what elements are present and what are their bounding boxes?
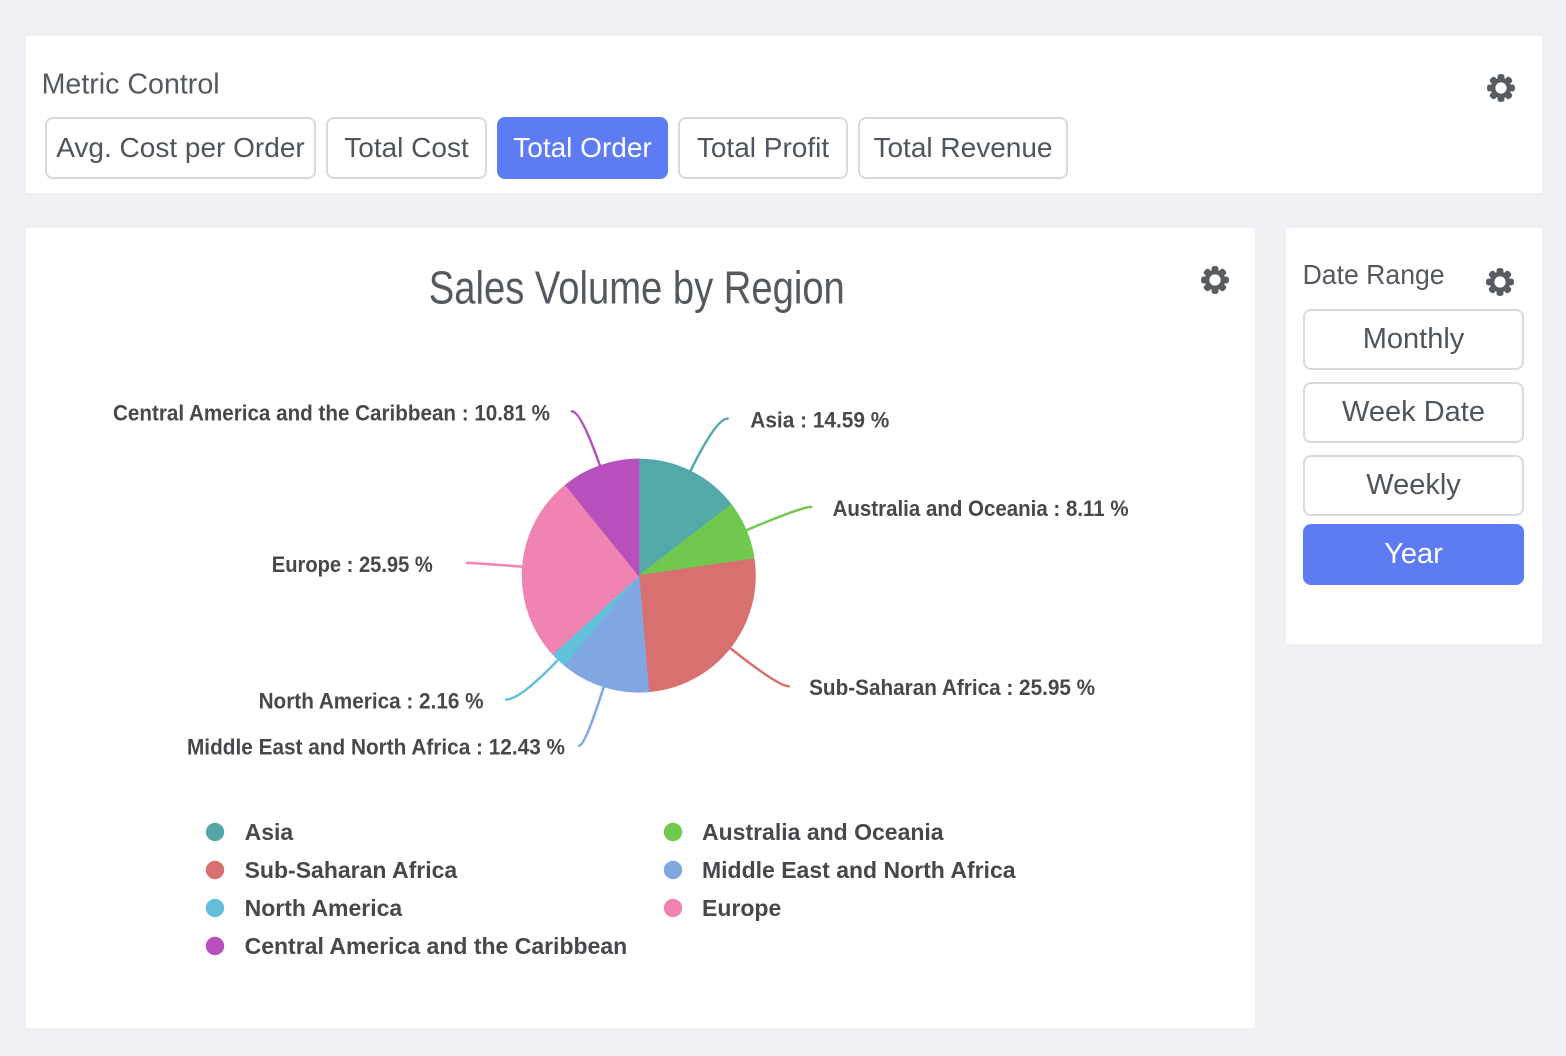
svg-text:Europe: Europe: [702, 895, 781, 921]
svg-text:Metric Control: Metric Control: [42, 69, 220, 101]
svg-text:Asia : 14.59 %: Asia : 14.59 %: [750, 408, 889, 433]
svg-text:Central America and the Caribb: Central America and the Caribbean : 10.8…: [113, 400, 550, 425]
svg-text:Australia and Oceania : 8.11 %: Australia and Oceania : 8.11 %: [833, 496, 1129, 521]
svg-text:Date Range: Date Range: [1303, 259, 1445, 290]
svg-text:Sub-Saharan Africa : 25.95 %: Sub-Saharan Africa : 25.95 %: [809, 675, 1095, 700]
svg-text:Sub-Saharan Africa: Sub-Saharan Africa: [245, 857, 458, 883]
svg-text:Sales Volume by Region: Sales Volume by Region: [429, 261, 845, 313]
svg-text:Middle East and North Africa :: Middle East and North Africa : 12.43 %: [187, 735, 565, 760]
svg-text:Middle East and North Africa: Middle East and North Africa: [702, 857, 1016, 883]
svg-text:Europe : 25.95 %: Europe : 25.95 %: [272, 552, 433, 577]
svg-text:North America : 2.16 %: North America : 2.16 %: [259, 689, 484, 714]
svg-text:Asia: Asia: [245, 819, 294, 845]
svg-text:North America: North America: [245, 895, 403, 921]
svg-text:Australia and Oceania: Australia and Oceania: [702, 819, 944, 845]
svg-text:Central America and the Caribb: Central America and the Caribbean: [245, 933, 628, 959]
